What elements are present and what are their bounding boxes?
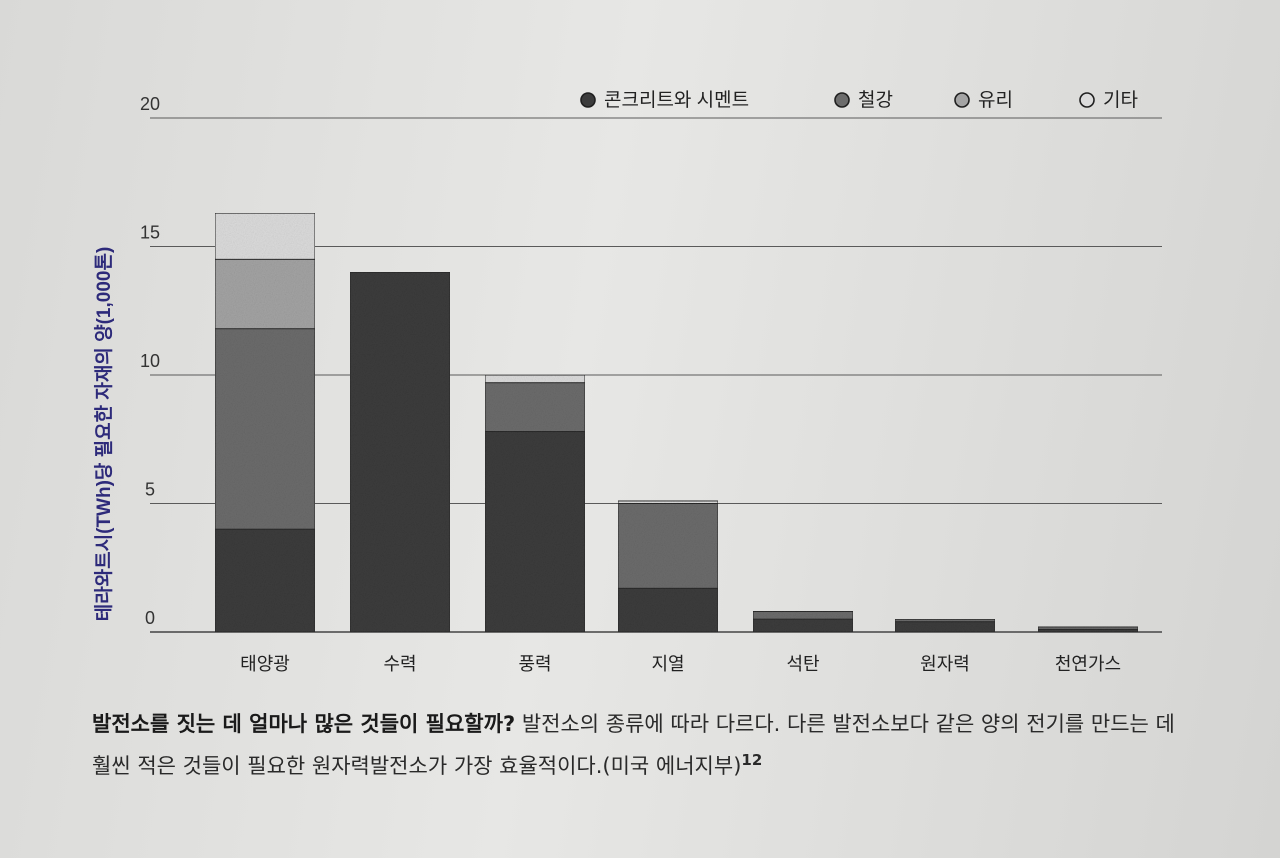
bar-segment	[617, 587, 719, 633]
caption-reference: 12	[741, 751, 763, 769]
stacked-bar-chart: 0 5 10 15 20 태양광 수력 풍력 지열 석탄 원자력 천연가스 콘크리트와 시멘트 철강 유…	[93, 89, 1162, 674]
legend-swatch	[1079, 92, 1095, 108]
legend-label: 콘크리트와 시멘트	[604, 89, 749, 111]
y-tick-label: 5	[145, 480, 155, 500]
x-tick-label: 수력	[383, 654, 416, 674]
legend-label: 철강	[858, 89, 893, 111]
bar-segment	[617, 503, 719, 589]
bar-segment	[349, 271, 451, 633]
caption-lead: 발전소를 짓는 데 얼마나 많은 것들이 필요할까?	[92, 712, 516, 736]
legend-swatch	[834, 92, 850, 108]
x-tick-labels: 태양광 수력 풍력 지열 석탄 원자력 천연가스	[240, 654, 1121, 674]
bar-segment	[214, 212, 316, 260]
bar-segment	[214, 258, 316, 330]
legend-swatch	[954, 92, 970, 108]
x-tick-label: 석탄	[786, 654, 819, 674]
figure-caption: 발전소를 짓는 데 얼마나 많은 것들이 필요할까? 발전소의 종류에 따라 다…	[92, 706, 1182, 784]
x-tick-label: 천연가스	[1055, 654, 1121, 674]
y-tick-label: 20	[140, 94, 160, 114]
x-tick-label: 풍력	[518, 654, 551, 674]
legend-label: 유리	[978, 89, 1013, 111]
legend-label: 기타	[1103, 89, 1138, 111]
x-tick-label: 지열	[651, 654, 684, 674]
bar-segment	[752, 610, 854, 620]
bar-segment	[617, 500, 719, 504]
bar-segment	[752, 618, 854, 633]
y-axis-label: 테라와트시(TWh)당 필요한 자재의 양(1,000톤)	[93, 247, 115, 622]
y-tick-label: 10	[140, 351, 160, 371]
bar-segment	[894, 621, 996, 633]
x-tick-label: 태양광	[240, 654, 290, 674]
bar-segment	[484, 374, 586, 384]
legend-swatch	[580, 92, 596, 108]
bar-segment	[894, 618, 996, 623]
y-tick-label: 15	[140, 223, 160, 243]
y-tick-labels: 0 5 10 15 20	[140, 94, 160, 628]
bar-segment	[1037, 626, 1139, 630]
bar-segment	[484, 431, 586, 633]
caption-body: 발전소의 종류에 따라 다르다. 다른 발전소보다 같은 양의 전기를 만드는 …	[92, 712, 1175, 778]
bars	[214, 212, 1139, 633]
bar-segment	[214, 328, 316, 530]
bar-segment	[214, 528, 316, 633]
y-tick-label: 0	[145, 608, 155, 628]
bar-segment	[484, 382, 586, 433]
legend: 콘크리트와 시멘트 철강 유리 기타	[580, 89, 1138, 111]
x-tick-label: 원자력	[920, 654, 970, 674]
